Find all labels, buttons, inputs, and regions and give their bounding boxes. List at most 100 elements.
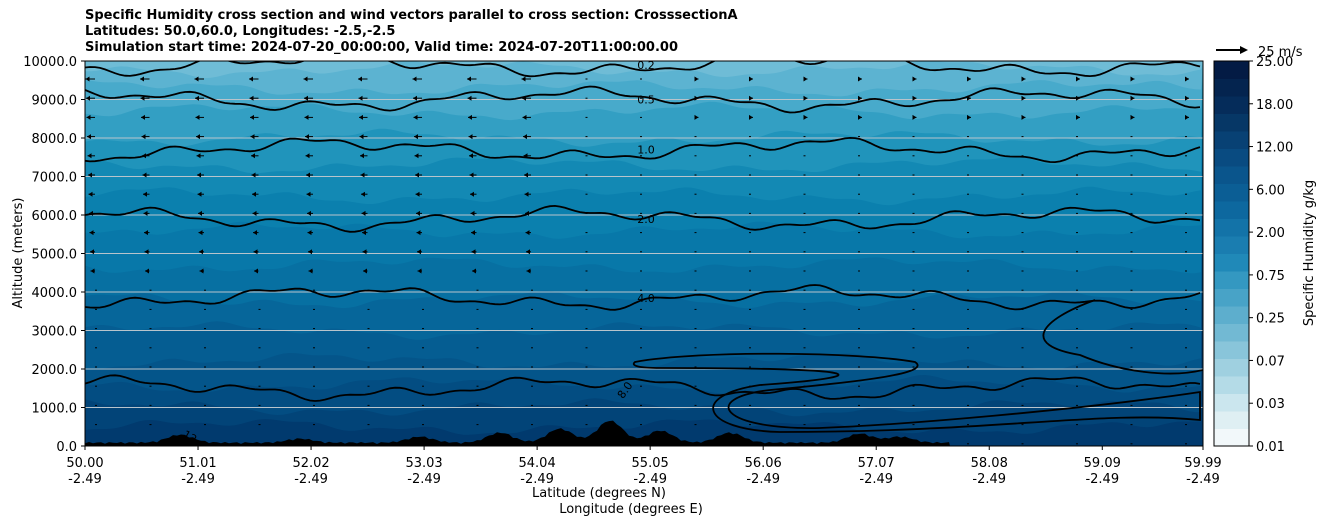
wind-vector-head <box>90 268 95 274</box>
wind-vector-head <box>249 76 253 82</box>
contour-line <box>85 284 1201 311</box>
colorbar-swatch <box>1214 288 1249 307</box>
contour-line <box>85 85 1201 114</box>
wind-vector-head <box>470 210 475 216</box>
wind-vector-head <box>803 95 808 101</box>
x-tick-label-lat: 55.05 <box>632 456 669 471</box>
colorbar-swatch <box>1214 131 1249 149</box>
wind-vector-head <box>526 249 530 255</box>
colorbar-swatch <box>1214 323 1249 342</box>
wind-vector-head <box>197 172 201 178</box>
y-tick-label: 3000.0 <box>32 325 78 340</box>
chart-title-block: Specific Humidity cross section and wind… <box>85 8 738 56</box>
wind-vector-head <box>414 153 419 159</box>
wind-vector-head <box>1021 114 1026 120</box>
wind-vector-head <box>358 95 363 101</box>
wind-vector-head <box>749 95 753 101</box>
terrain-fill <box>85 420 950 446</box>
x-tick-label-lon: -2.49 <box>407 472 441 487</box>
colorbar-tick-label: 0.75 <box>1256 269 1285 284</box>
wind-vector-head <box>305 134 309 140</box>
colorbar-swatch <box>1214 236 1249 254</box>
colorbar-swatch <box>1214 78 1249 97</box>
wind-vector-head <box>143 210 148 216</box>
colorbar-swatch <box>1214 61 1249 79</box>
wind-vector-head <box>141 114 145 120</box>
wind-vector-head <box>413 114 418 120</box>
quiver-key-arrowhead <box>1240 46 1248 54</box>
colorbar-swatch <box>1214 393 1249 412</box>
wind-vector-head <box>140 95 145 101</box>
wind-vector-head <box>198 210 202 216</box>
wind-vector-head <box>250 114 254 120</box>
wind-vector-head <box>361 191 365 197</box>
y-tick-label: 8000.0 <box>32 132 78 147</box>
humidity-contour-lines <box>85 61 1203 433</box>
wind-vector-head <box>467 95 472 101</box>
wind-vector-head <box>521 76 526 82</box>
wind-vector-head <box>254 268 258 274</box>
wind-vector-head <box>417 268 422 274</box>
wind-vector-head <box>803 114 808 120</box>
colorbar-swatch <box>1214 428 1249 447</box>
quiver-key-label: 25 m/s <box>1258 45 1303 60</box>
contour-line-4-lobe <box>1042 299 1203 375</box>
colorbar-swatch <box>1214 306 1249 324</box>
wind-vector-head <box>414 134 418 140</box>
y-tick-label: 10000.0 <box>23 55 77 70</box>
wind-vector-head <box>308 268 313 274</box>
contour-line <box>85 136 1201 164</box>
wind-vector-head <box>251 153 255 159</box>
wind-vectors <box>85 76 1189 445</box>
wind-vector-head <box>471 230 475 236</box>
colorbar-tick-label: 12.00 <box>1256 141 1293 156</box>
x-tick-label-lat: 56.06 <box>745 456 782 471</box>
wind-vector-head <box>1076 95 1080 101</box>
wind-vector-head <box>417 249 421 255</box>
wind-vector-head <box>472 268 476 274</box>
wind-vector-head <box>467 76 471 82</box>
wind-vector-head <box>858 76 862 82</box>
wind-vector-head <box>967 114 971 120</box>
wind-vector-head <box>362 230 366 236</box>
colorbar: 0.01 0.03 0.07 0.25 0.75 2.00 6.00 12.00 18.00 25… <box>1213 55 1293 455</box>
x-tick-label-lat: 50.00 <box>66 456 103 471</box>
wind-vector-head <box>967 76 971 82</box>
wind-vector-head <box>250 134 255 140</box>
wind-vector-head <box>199 268 204 274</box>
colorbar-swatch <box>1214 411 1249 429</box>
wind-vector-head <box>252 210 257 216</box>
wind-vector-head <box>89 230 94 236</box>
wind-vector-head <box>360 172 365 178</box>
colorbar-swatch <box>1214 253 1249 272</box>
wind-vector-head <box>87 153 92 159</box>
wind-vector-head <box>194 76 199 82</box>
grid-lines <box>85 99 1203 408</box>
x-tick-label-lon: -2.49 <box>746 472 780 487</box>
x-tick-label-lon: -2.49 <box>1085 472 1119 487</box>
x-tick-label-lat: 54.04 <box>519 456 556 471</box>
colorbar-tick-label: 0.01 <box>1256 440 1285 455</box>
wind-vector-head <box>199 249 203 255</box>
wind-vector-head <box>694 76 699 82</box>
wind-vector-head <box>86 114 91 120</box>
wind-vector-head <box>358 76 362 82</box>
wind-vector-head <box>694 95 699 101</box>
wind-vector-head <box>416 230 421 236</box>
contour-label: 12 <box>180 428 199 446</box>
wind-vector-head <box>468 114 472 120</box>
wind-vector-head <box>144 249 149 255</box>
x-tick-label-lat: 57.07 <box>858 456 895 471</box>
x-axis: 50.00-2.4951.01-2.4952.02-2.4953.03-2.49… <box>66 446 1222 487</box>
wind-vector-head <box>1130 76 1135 82</box>
terrain-silhouette <box>85 420 950 446</box>
wind-vector-head <box>1185 76 1189 82</box>
x-tick-label-lon: -2.49 <box>1186 472 1220 487</box>
humidity-band <box>85 61 1203 97</box>
wind-vector-head <box>468 134 473 140</box>
wind-vector-head <box>523 134 527 140</box>
x-tick-label-lat: 53.03 <box>405 456 442 471</box>
wind-vector-head <box>524 172 528 178</box>
colorbar-label: Specific Humidity g/kg <box>1302 180 1317 326</box>
x-tick-label-lon: -2.49 <box>520 472 554 487</box>
